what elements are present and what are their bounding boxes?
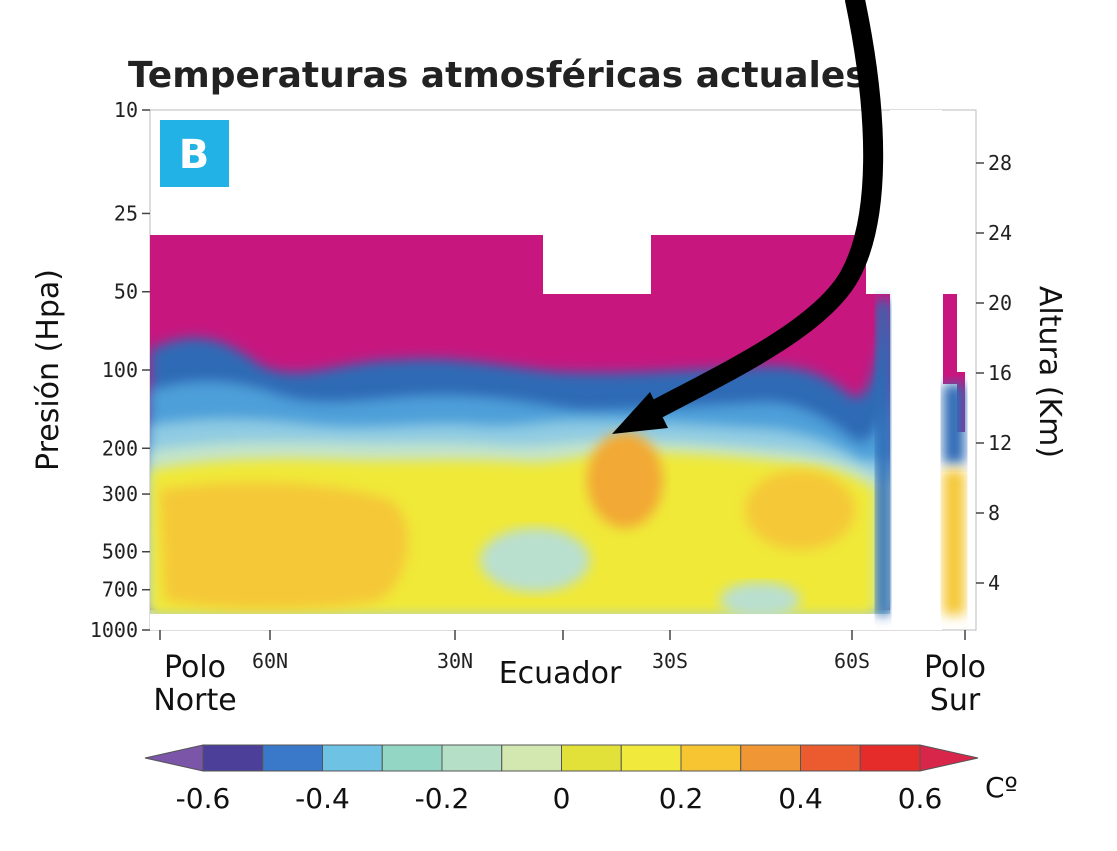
x-tick-label: 60N xyxy=(252,649,288,673)
pointer-arrow-head xyxy=(612,392,668,434)
colorbar-label: 0 xyxy=(553,782,571,815)
label-north-pole-line2: Norte xyxy=(153,683,236,718)
y-tick-label: 1000 xyxy=(90,618,138,642)
colorbar-swatch xyxy=(620,744,682,772)
heatmap-warm-patch-north xyxy=(160,482,409,609)
colorbar-label: 0.4 xyxy=(778,782,823,815)
colorbar-label: -0.4 xyxy=(295,782,350,815)
y-tick-label: 50 xyxy=(114,280,138,304)
y-tick-label: 500 xyxy=(102,540,138,564)
colorbar-swatch xyxy=(441,744,503,772)
y-tick-label: 25 xyxy=(114,201,138,225)
colorbar-label: 0.6 xyxy=(898,782,943,815)
y2-tick-label: 28 xyxy=(988,151,1012,175)
heatmap-south-pole-column-low xyxy=(943,470,965,615)
panel-badge-letter: B xyxy=(179,132,210,178)
heatmap-cool-patch-1 xyxy=(480,528,590,592)
colorbar-swatch xyxy=(501,744,562,772)
colorbar-unit: Cº xyxy=(985,771,1018,804)
y-tick-label: 300 xyxy=(102,482,138,506)
label-south-pole-line1: Polo xyxy=(924,650,986,685)
colorbar-label: 0.2 xyxy=(659,782,704,815)
heatmap-south-pole-gap xyxy=(890,110,942,630)
chart-title: Temperaturas atmosféricas actuales xyxy=(128,55,867,96)
heatmap-cool-patch-2 xyxy=(720,582,800,618)
label-equator: Ecuador xyxy=(499,656,622,691)
y2-tick-label: 20 xyxy=(988,291,1012,315)
x-tick-label: 60S xyxy=(834,649,870,673)
heatmap-south-pole-column-top xyxy=(943,294,957,384)
x-tick-label: 30S xyxy=(652,649,688,673)
panel-badge xyxy=(160,120,229,187)
heatmap-south-pole-edge xyxy=(876,300,890,615)
colorbar-swatch xyxy=(800,744,861,772)
label-north-pole-line1: Polo xyxy=(164,650,226,685)
y-tick-label: 700 xyxy=(102,578,138,602)
y-axis-ticks: 10 25 50 100 200 300 500 700 1000 xyxy=(90,98,150,642)
y2-tick-label: 16 xyxy=(988,361,1012,385)
colorbar-swatch xyxy=(740,744,801,772)
y2-tick-label: 12 xyxy=(988,431,1012,455)
heatmap-warm-patch-equator xyxy=(587,432,663,528)
colorbar-label: -0.6 xyxy=(176,782,231,815)
y-tick-label: 200 xyxy=(102,436,138,460)
heatmap-field xyxy=(150,110,965,630)
y2-tick-label: 24 xyxy=(988,221,1012,245)
colorbar-low-arrow xyxy=(144,744,204,772)
y2-axis-title: Altura (Km) xyxy=(1032,286,1067,458)
label-south-pole-line2: Sur xyxy=(930,683,981,718)
x-tick-label: 30N xyxy=(437,649,473,673)
pointer-arrow-line xyxy=(630,0,884,428)
colorbar-swatch xyxy=(322,744,383,772)
y-tick-label: 10 xyxy=(114,98,138,122)
y2-tick-label: 4 xyxy=(988,571,1000,595)
y2-tick-label: 8 xyxy=(988,501,1000,525)
y2-axis-ticks: 28 24 20 16 12 8 4 xyxy=(976,151,1012,595)
colorbar-swatch xyxy=(381,744,443,772)
y-tick-label: 100 xyxy=(102,358,138,382)
colorbar-label: -0.2 xyxy=(415,782,470,815)
colorbar-swatch xyxy=(262,744,323,772)
colorbar-swatch xyxy=(859,744,921,772)
colorbar-swatch xyxy=(680,744,742,772)
colorbar-swatch xyxy=(561,744,622,772)
heatmap-bottom-gap xyxy=(150,614,890,630)
colorbar: -0.6 -0.4 -0.2 0 0.2 0.4 0.6 xyxy=(144,744,979,815)
colorbar-swatch xyxy=(202,744,264,772)
colorbar-high-arrow xyxy=(919,744,979,772)
y-axis-title: Presión (Hpa) xyxy=(31,269,66,471)
heatmap-warm-patch-south xyxy=(745,470,855,550)
x-axis-ticks: 60N 30N 30S 60S xyxy=(159,630,966,673)
heatmap-south-pole-column-mid xyxy=(943,384,965,464)
